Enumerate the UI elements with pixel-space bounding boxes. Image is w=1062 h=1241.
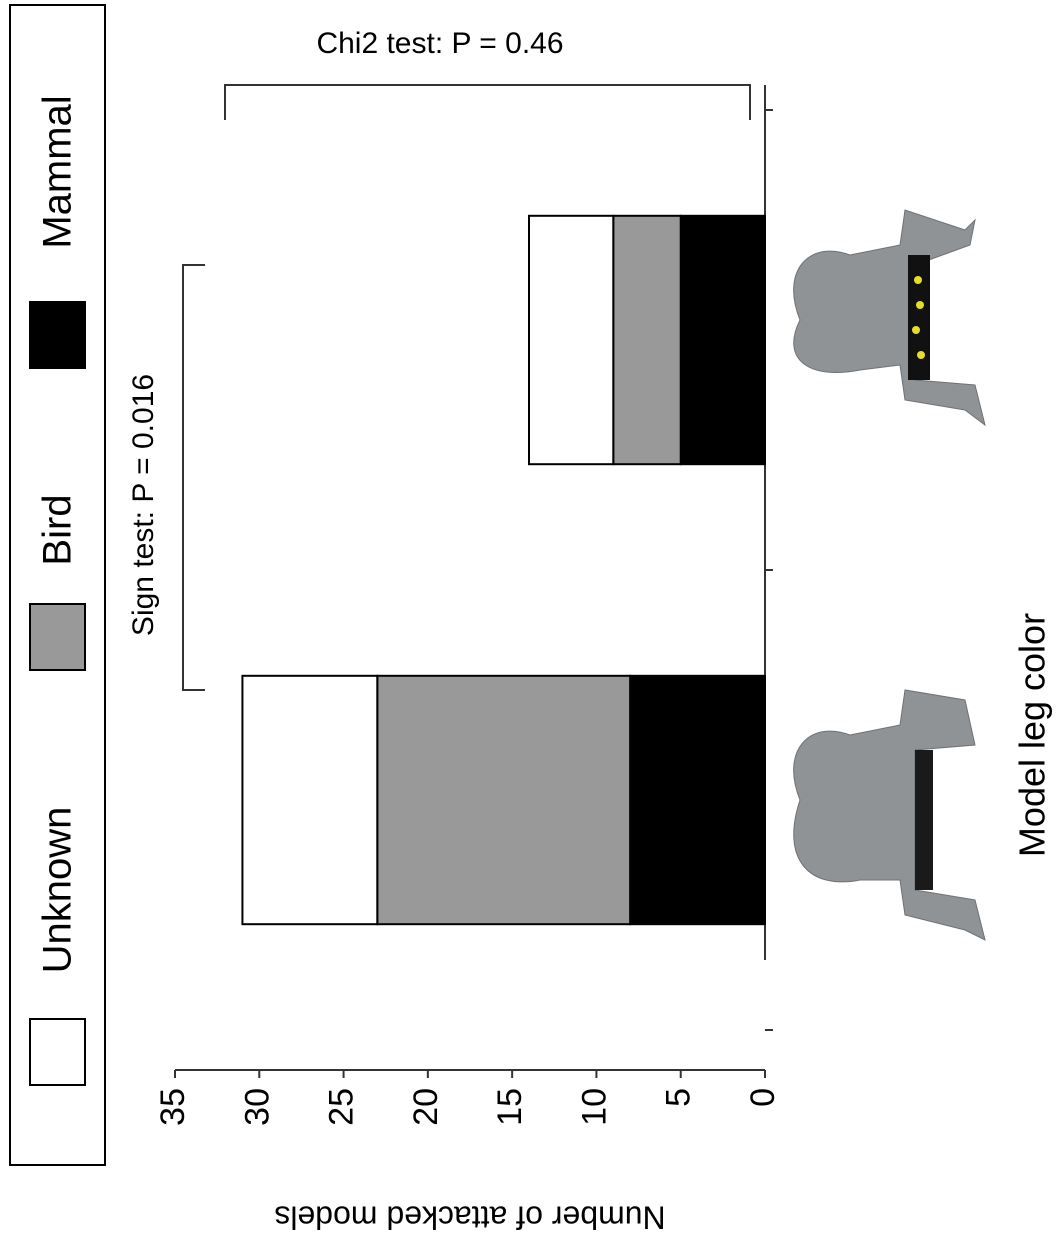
y-tick-label: 5 (660, 1088, 698, 1107)
y-tick-label: 0 (744, 1088, 782, 1107)
legend-label: Bird (36, 494, 80, 565)
y-axis-label: Number of attacked models (274, 1200, 665, 1236)
legend-swatch (30, 604, 85, 670)
bar-segment (242, 676, 377, 924)
y-tick-label: 15 (491, 1088, 529, 1126)
legend-label: Unknown (36, 807, 80, 974)
legend-swatch (30, 302, 85, 368)
annotation: Sign test: P = 0.016 (127, 374, 160, 636)
annotation: Chi2 test: P = 0.46 (316, 27, 563, 60)
legend-label: Mammal (36, 95, 80, 248)
bar-segment (630, 676, 765, 924)
y-tick-label: 25 (323, 1088, 361, 1126)
y-tick-label: 30 (238, 1088, 276, 1126)
y-tick-label: 35 (154, 1088, 192, 1126)
y-tick-label: 20 (407, 1088, 445, 1126)
bracket (183, 265, 205, 690)
bar-segment (681, 216, 765, 464)
bar-segment (377, 676, 630, 924)
legend-swatch (30, 1019, 85, 1085)
y-tick-label: 10 (575, 1088, 613, 1126)
bar-segment (529, 216, 613, 464)
x-axis-label: Model leg color (1012, 613, 1053, 857)
model-image (794, 210, 985, 940)
bar-segment (613, 216, 680, 464)
bracket (225, 85, 750, 120)
chart: Chi2 test: P = 0.46 Sign test: P = 0.016… (0, 0, 1062, 1241)
